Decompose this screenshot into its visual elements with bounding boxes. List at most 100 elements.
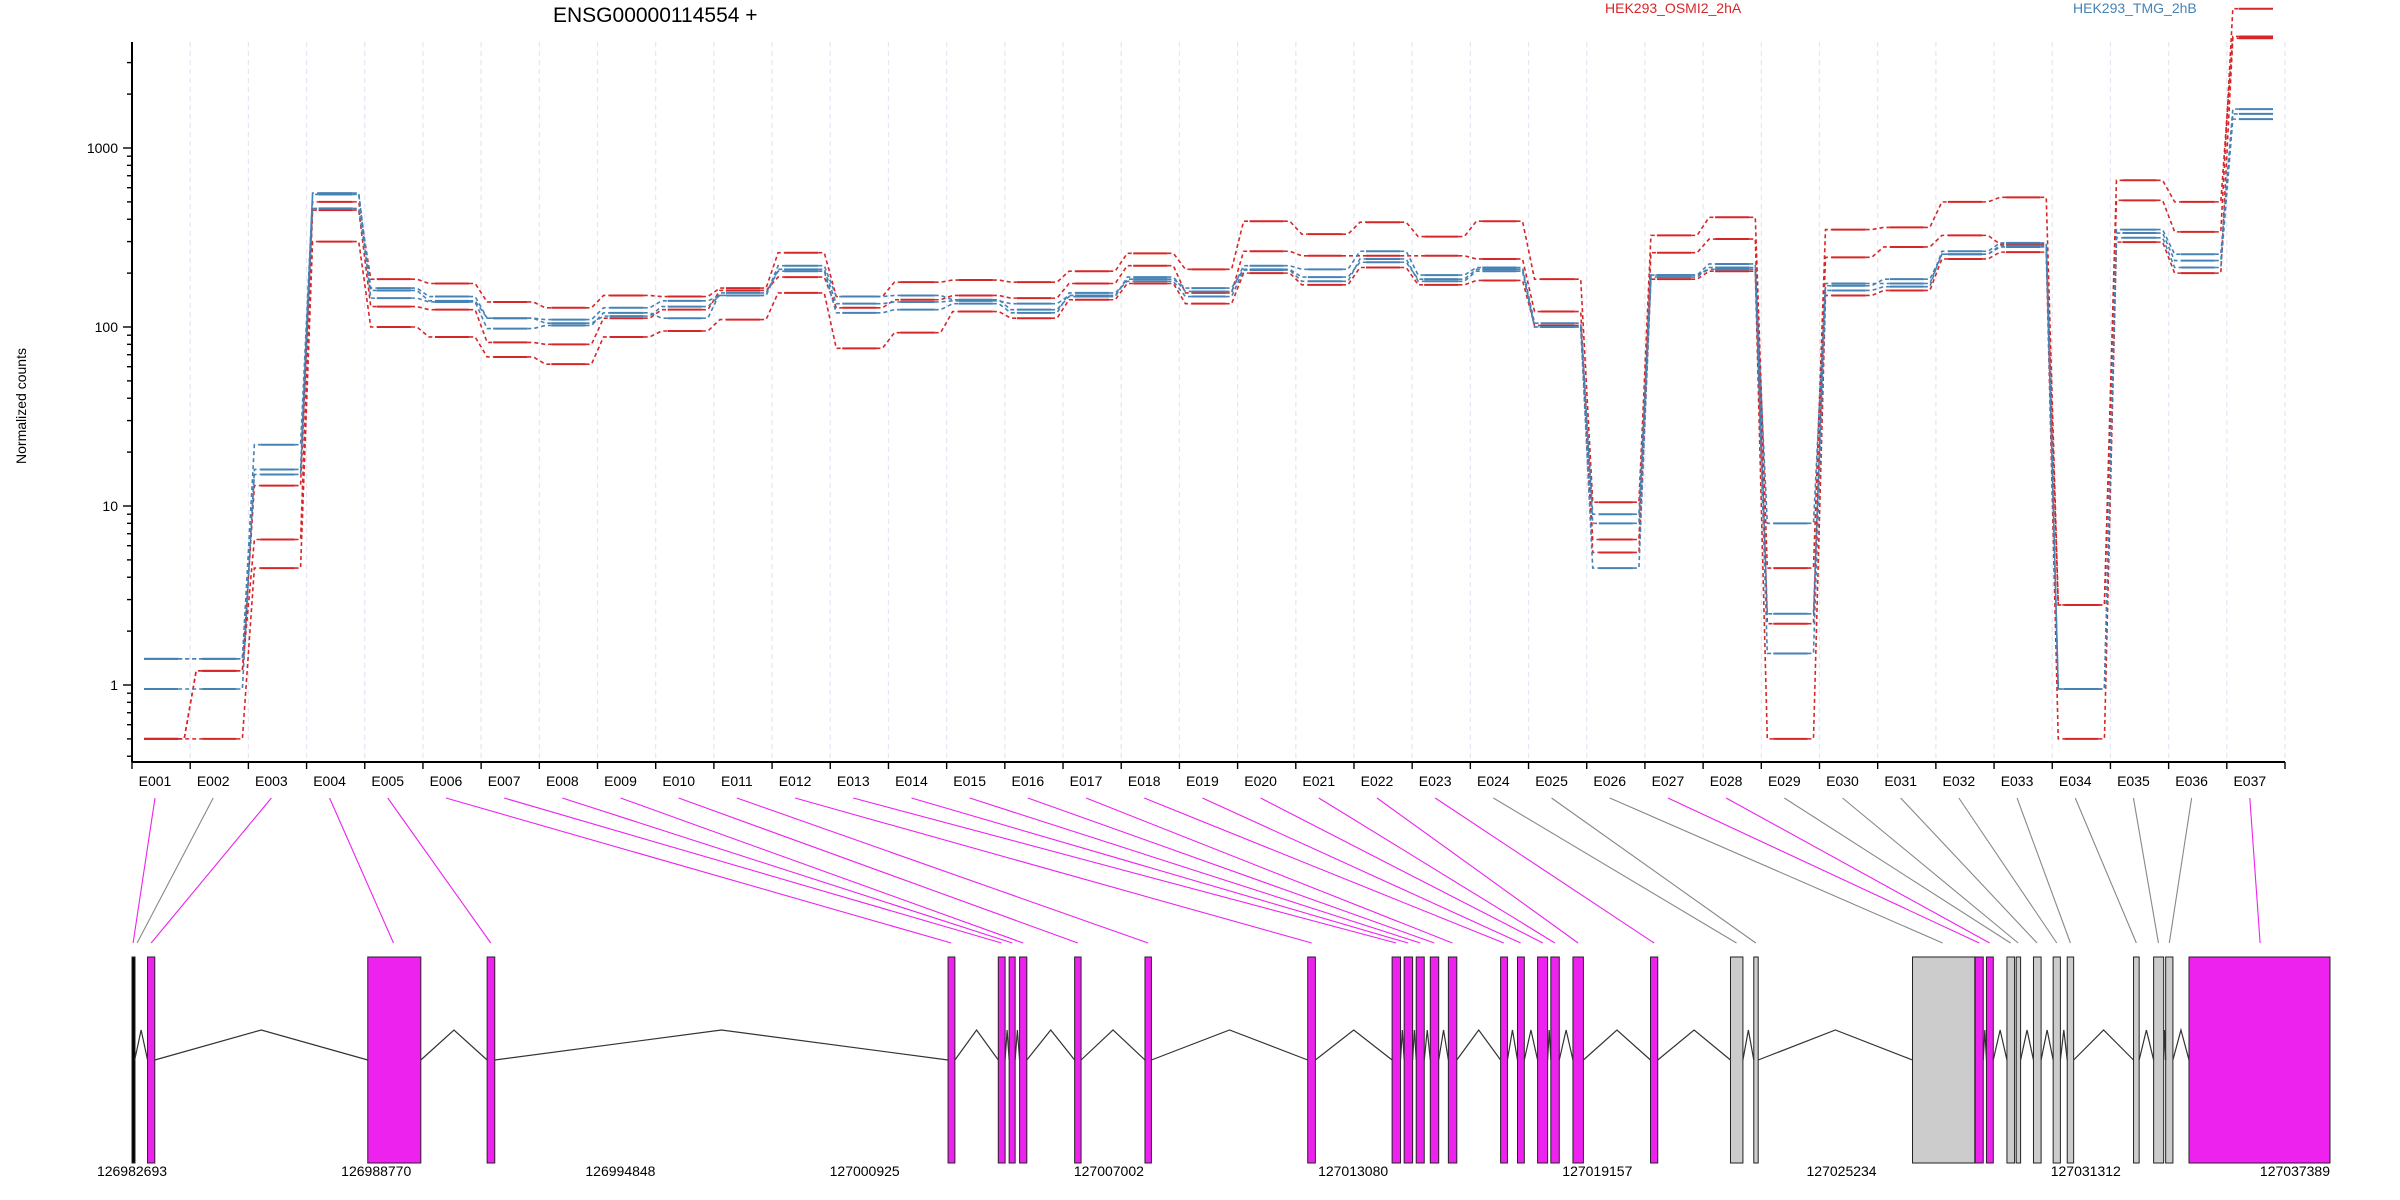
data-connector bbox=[178, 670, 203, 740]
connector-e023 bbox=[1434, 797, 1655, 944]
data-connector bbox=[1865, 246, 1890, 259]
data-connector bbox=[760, 276, 785, 292]
data-connector bbox=[1109, 252, 1134, 272]
data-connector bbox=[1167, 278, 1192, 289]
connector-e029 bbox=[1784, 797, 2011, 944]
connector-e037 bbox=[2249, 797, 2261, 944]
data-connector bbox=[643, 312, 668, 319]
data-connector bbox=[2040, 243, 2065, 606]
x-tick-label-e018: E018 bbox=[1128, 773, 1161, 789]
data-connector bbox=[1516, 270, 1541, 328]
data-connector bbox=[876, 308, 901, 314]
data-connector bbox=[1749, 266, 1774, 655]
coordinate-label: 126988770 bbox=[341, 1163, 411, 1179]
data-series bbox=[144, 7, 2273, 740]
data-connector bbox=[1865, 278, 1890, 287]
data-connector bbox=[1574, 278, 1599, 504]
data-connector bbox=[1807, 228, 1832, 569]
data-connector bbox=[1574, 326, 1599, 525]
connector-e033 bbox=[2016, 797, 2071, 944]
data-connector bbox=[1400, 266, 1425, 286]
exon-block bbox=[1550, 956, 1560, 1164]
intron-line bbox=[2059, 1029, 2068, 1061]
intron-line bbox=[1151, 1029, 1308, 1061]
x-tick-label-e029: E029 bbox=[1768, 773, 1801, 789]
connector-e003 bbox=[150, 797, 272, 944]
data-connector bbox=[352, 240, 377, 328]
coordinate-label: 127037389 bbox=[2260, 1163, 2330, 1179]
data-connector bbox=[876, 294, 901, 298]
intron-line bbox=[1314, 1029, 1393, 1061]
axes: 1 10 100 1000 E001 E002 E003 E004 E005 E006 E007 E0… bbox=[87, 42, 2286, 789]
connector-e008 bbox=[562, 797, 1013, 944]
intron-line bbox=[2073, 1029, 2134, 1061]
connector-e036 bbox=[2168, 797, 2193, 944]
data-connector bbox=[876, 301, 901, 305]
data-connector bbox=[1982, 251, 2007, 260]
data-connector bbox=[1982, 234, 2007, 246]
data-connector bbox=[992, 302, 1017, 314]
data-connector bbox=[1574, 322, 1599, 515]
exon-block bbox=[2066, 956, 2075, 1164]
connector-e019 bbox=[1202, 797, 1521, 944]
data-connector bbox=[992, 298, 1017, 311]
data-connector bbox=[1632, 234, 1657, 504]
data-connector bbox=[1109, 264, 1134, 285]
exon-block bbox=[1974, 956, 1984, 1164]
data-connector bbox=[1458, 254, 1483, 260]
data-connector bbox=[410, 278, 435, 285]
connector-e013 bbox=[853, 797, 1397, 944]
connector-e024 bbox=[1493, 797, 1737, 944]
intron-line bbox=[420, 1029, 488, 1061]
data-connector bbox=[934, 300, 959, 303]
data-connector bbox=[1923, 253, 1948, 280]
data-connector bbox=[469, 282, 494, 303]
data-connector bbox=[1749, 263, 1774, 615]
intron-line bbox=[1080, 1029, 1146, 1061]
exon-block bbox=[1649, 956, 1659, 1164]
data-connector bbox=[2156, 199, 2181, 233]
coordinate-label: 126982693 bbox=[97, 1163, 167, 1179]
data-connector bbox=[1400, 221, 1425, 238]
connector-e020 bbox=[1260, 797, 1544, 944]
data-connector bbox=[1982, 196, 2007, 203]
coordinate-label: 127000925 bbox=[830, 1163, 900, 1179]
data-connector bbox=[1458, 268, 1483, 280]
genomic-coordinate-labels: 126982693 126988770 126994848 127000925 1270… bbox=[97, 1163, 2330, 1179]
data-connector bbox=[1516, 268, 1541, 328]
x-tick-label-e032: E032 bbox=[1943, 773, 1976, 789]
connector-e018 bbox=[1144, 797, 1505, 944]
intron-line bbox=[1742, 1029, 1755, 1061]
data-connector bbox=[2040, 246, 2065, 690]
data-connector bbox=[2214, 113, 2239, 262]
exon-block bbox=[486, 956, 496, 1164]
coordinate-label: 127025234 bbox=[1807, 1163, 1877, 1179]
data-connector bbox=[643, 294, 668, 298]
legend-label-group1: HEK293_TMG_2hB bbox=[2073, 0, 2197, 16]
exon-block bbox=[1753, 956, 1759, 1164]
intron-line bbox=[954, 1028, 999, 1061]
data-connector bbox=[1807, 294, 1832, 740]
x-tick-label-e011: E011 bbox=[721, 773, 753, 789]
exon-block bbox=[131, 956, 136, 1164]
connector-e030 bbox=[1842, 797, 2019, 944]
data-connector bbox=[1225, 264, 1250, 293]
data-connector bbox=[934, 294, 959, 301]
exon-block bbox=[1429, 956, 1440, 1164]
x-tick-label-e007: E007 bbox=[488, 773, 521, 789]
x-tick-label-e026: E026 bbox=[1593, 773, 1626, 789]
data-connector bbox=[1749, 268, 1774, 525]
exon-block bbox=[1019, 956, 1028, 1164]
data-connector bbox=[643, 308, 668, 319]
intron-line bbox=[1982, 1029, 1988, 1061]
series-1 bbox=[144, 37, 2273, 740]
data-connector bbox=[294, 193, 319, 446]
coordinate-label: 126994848 bbox=[585, 1163, 655, 1179]
connector-e035 bbox=[2132, 797, 2159, 944]
data-connector bbox=[876, 331, 901, 350]
data-connector bbox=[1167, 282, 1192, 305]
intron-line bbox=[1399, 1029, 1405, 1061]
data-connector bbox=[1923, 253, 1948, 285]
data-connector bbox=[294, 240, 319, 569]
data-connector bbox=[527, 317, 552, 325]
